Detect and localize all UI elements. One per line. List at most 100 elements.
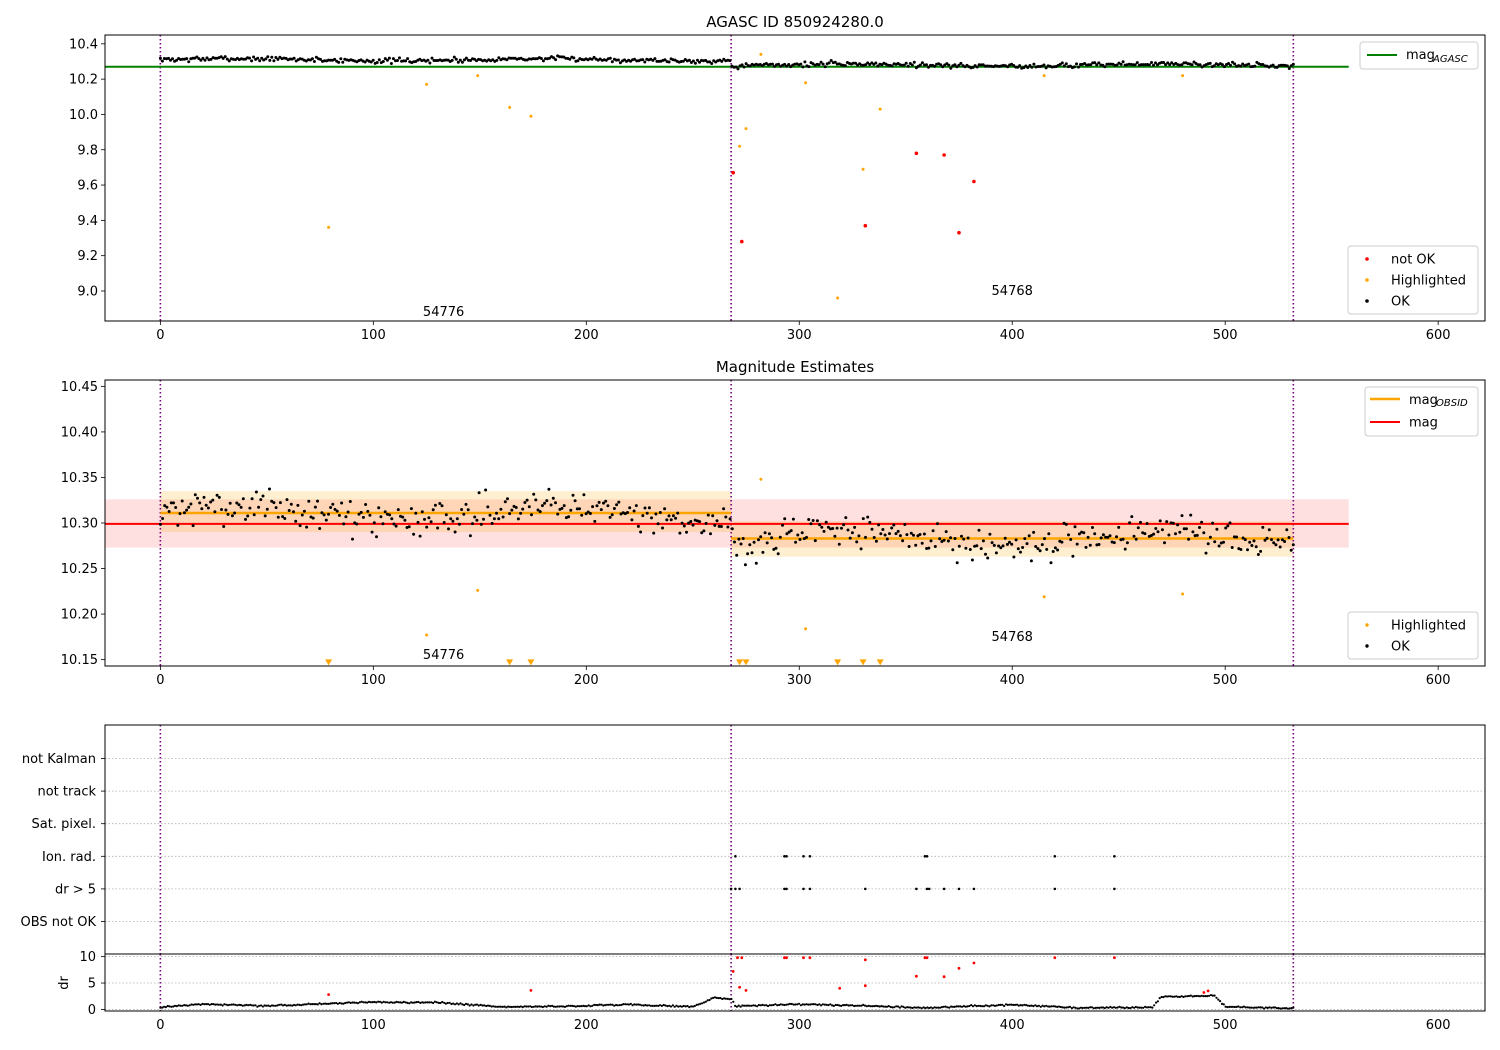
ok-point (773, 64, 776, 68)
dr-point (651, 1004, 654, 1008)
ok-point (320, 511, 324, 515)
dr-point (1158, 997, 1161, 1000)
mag-obsid-band (160, 491, 732, 533)
dr-point (172, 1005, 175, 1008)
ok-point (833, 60, 837, 64)
dr-point (640, 1004, 643, 1007)
dr-point (691, 1005, 695, 1008)
ok-point (185, 57, 189, 61)
ok-point (630, 518, 634, 522)
ok-point (763, 531, 767, 535)
ok-point (859, 547, 863, 551)
dr-point (906, 1006, 909, 1009)
ok-point (187, 505, 191, 509)
dr-point (776, 1004, 779, 1007)
ok-point (1014, 538, 1018, 542)
ok-point (1093, 532, 1097, 536)
dr-point (805, 1003, 808, 1006)
ok-point (407, 525, 411, 529)
ok-point (848, 536, 852, 540)
ok-point (516, 517, 520, 521)
dr-point (1015, 1003, 1019, 1006)
dr-point (280, 1003, 283, 1006)
ok-point (1108, 534, 1112, 538)
dr-point (1171, 995, 1174, 998)
ok-point (890, 526, 894, 530)
dr-point (785, 1003, 788, 1006)
ok-point (217, 495, 221, 499)
ok-point (922, 532, 926, 536)
ok-point (787, 530, 791, 534)
dr-point (895, 1005, 898, 1008)
ok-point (733, 540, 736, 544)
dr-point (411, 1001, 415, 1004)
ok-point (220, 508, 223, 511)
dr-outlier-point (738, 985, 741, 989)
ok-point (274, 56, 278, 59)
dr-point (799, 1004, 803, 1007)
flag-row-label: Sat. pixel. (32, 817, 96, 832)
dr-point (325, 1002, 328, 1006)
ok-point (195, 55, 199, 59)
ok-point (1018, 64, 1022, 68)
ok-point (452, 55, 456, 59)
dr-point (219, 1003, 222, 1006)
ok-point (202, 495, 206, 499)
dr-point (1283, 1007, 1286, 1010)
legend-label: mag (1409, 416, 1438, 431)
ok-point (248, 56, 251, 60)
dr-point (227, 1004, 230, 1007)
ok-point (855, 540, 859, 544)
dr-point (847, 1004, 850, 1007)
ok-point (1239, 548, 1243, 551)
ok-point (495, 511, 498, 515)
ok-point (691, 59, 695, 63)
ok-point (1287, 536, 1291, 539)
ok-point (388, 513, 392, 517)
ok-point (372, 521, 376, 525)
dr-point (532, 1005, 535, 1008)
dr-point (746, 1004, 750, 1007)
ok-point (158, 56, 162, 60)
ok-point (266, 55, 270, 59)
ok-point (361, 515, 365, 519)
dr-outlier-point (529, 989, 533, 992)
ok-point (1212, 64, 1216, 68)
dr-point (1233, 1005, 1236, 1009)
dr-point (580, 1005, 583, 1008)
dr-outlier-point (863, 958, 867, 962)
ok-point (1083, 62, 1087, 65)
dr-point (743, 1004, 746, 1007)
ok-point (416, 520, 420, 524)
dr-point (854, 1004, 858, 1007)
dr-point (940, 1006, 944, 1009)
ok-point (905, 533, 909, 537)
dr-point (269, 1005, 272, 1008)
ok-point (942, 538, 946, 542)
ok-point (1073, 525, 1077, 529)
ok-point (278, 501, 282, 505)
dr-point (618, 1004, 621, 1007)
legend-label: OK (1391, 640, 1410, 655)
ok-point (1158, 519, 1162, 523)
x-tick-label: 100 (361, 1018, 386, 1033)
ok-point (787, 63, 791, 66)
dr-point (666, 1005, 669, 1008)
ok-point (1121, 537, 1125, 541)
ok-point (981, 539, 985, 543)
dr-point (1165, 995, 1169, 998)
dr-point (1012, 1003, 1015, 1007)
ok-point (588, 512, 592, 515)
dr-point (675, 1004, 678, 1007)
dr-point (161, 1006, 164, 1009)
ok-point (1263, 538, 1267, 542)
dr-point (794, 1003, 797, 1006)
flag-point (802, 855, 805, 858)
ok-point (617, 500, 621, 504)
ok-point (1036, 547, 1040, 551)
ok-point (896, 529, 900, 533)
ok-point (272, 59, 276, 63)
y-tick-label: 9.8 (77, 143, 98, 158)
dr-point (858, 1004, 861, 1007)
ok-point (1047, 532, 1051, 536)
